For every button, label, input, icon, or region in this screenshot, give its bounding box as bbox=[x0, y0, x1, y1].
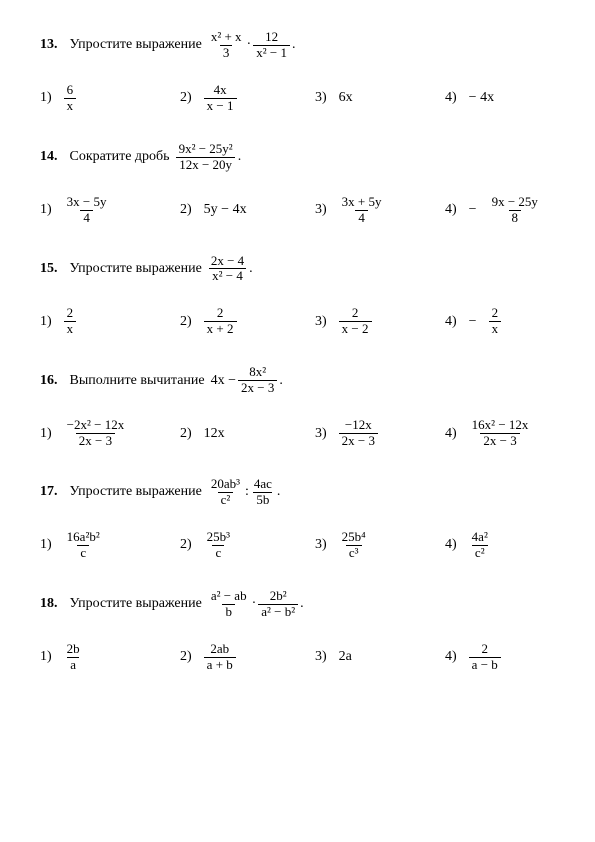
option-2: 2)25b³c bbox=[180, 530, 315, 561]
option-1: 1)16a²b²c bbox=[40, 530, 180, 561]
options-row: 1)3x − 5y4 2)5y − 4x 3)3x + 5y4 4)−9x − … bbox=[40, 195, 555, 226]
problem-expression: 9x² − 25y²12x − 20y . bbox=[176, 142, 242, 173]
prompt: 17. Упростите выражение 20ab³c² : 4ac5b … bbox=[40, 477, 555, 508]
option-3: 3)25b⁴c³ bbox=[315, 530, 445, 561]
option-4: 4)4a²c² bbox=[445, 530, 491, 561]
problem-13: 13. Упростите выражение x² + x3 · 12x² −… bbox=[40, 30, 555, 114]
option-2: 2)2x + 2 bbox=[180, 306, 315, 337]
problem-text: Упростите выражение bbox=[70, 596, 202, 612]
prompt: 16. Выполните вычитание 4x − 8x²2x − 3 . bbox=[40, 365, 555, 396]
option-3: 3)−12x2x − 3 bbox=[315, 418, 445, 449]
option-1: 1)−2x² − 12x2x − 3 bbox=[40, 418, 180, 449]
option-1: 1)2x bbox=[40, 306, 180, 337]
problem-number: 16. bbox=[40, 373, 58, 389]
problem-14: 14. Сократите дробь 9x² − 25y²12x − 20y … bbox=[40, 142, 555, 226]
problem-expression: a² − abb · 2b²a² − b² . bbox=[208, 589, 304, 620]
prompt: 13. Упростите выражение x² + x3 · 12x² −… bbox=[40, 30, 555, 61]
option-4: 4)−9x − 25y8 bbox=[445, 195, 541, 226]
problem-text: Сократите дробь bbox=[70, 149, 170, 165]
option-3: 3)3x + 5y4 bbox=[315, 195, 445, 226]
prompt: 14. Сократите дробь 9x² − 25y²12x − 20y … bbox=[40, 142, 555, 173]
options-row: 1)2x 2)2x + 2 3)2x − 2 4)−2x bbox=[40, 306, 555, 337]
option-3: 3)2x − 2 bbox=[315, 306, 445, 337]
problem-number: 13. bbox=[40, 37, 58, 53]
problem-expression: 20ab³c² : 4ac5b . bbox=[208, 477, 281, 508]
options-row: 1)−2x² − 12x2x − 3 2)12x 3)−12x2x − 3 4)… bbox=[40, 418, 555, 449]
options-row: 1)16a²b²c 2)25b³c 3)25b⁴c³ 4)4a²c² bbox=[40, 530, 555, 561]
option-1: 1)3x − 5y4 bbox=[40, 195, 180, 226]
problem-text: Упростите выражение bbox=[70, 37, 202, 53]
prompt: 15. Упростите выражение 2x − 4x² − 4 . bbox=[40, 254, 555, 285]
problem-expression: x² + x3 · 12x² − 1 . bbox=[208, 30, 296, 61]
option-3: 3)6x bbox=[315, 90, 445, 106]
problem-expression: 4x − 8x²2x − 3 . bbox=[211, 365, 283, 396]
option-4: 4)−2x bbox=[445, 306, 501, 337]
option-4: 4)2a − b bbox=[445, 642, 501, 673]
problem-number: 17. bbox=[40, 484, 58, 500]
problem-number: 18. bbox=[40, 596, 58, 612]
options-row: 1)6x 2)4xx − 1 3)6x 4)− 4x bbox=[40, 83, 555, 114]
option-3: 3)2a bbox=[315, 649, 445, 665]
problem-16: 16. Выполните вычитание 4x − 8x²2x − 3 .… bbox=[40, 365, 555, 449]
problem-18: 18. Упростите выражение a² − abb · 2b²a²… bbox=[40, 589, 555, 673]
option-4: 4)16x² − 12x2x − 3 bbox=[445, 418, 531, 449]
problem-15: 15. Упростите выражение 2x − 4x² − 4 . 1… bbox=[40, 254, 555, 338]
problem-text: Выполните вычитание bbox=[70, 373, 205, 389]
problem-text: Упростите выражение bbox=[70, 484, 202, 500]
option-2: 2)5y − 4x bbox=[180, 202, 315, 218]
option-2: 2)4xx − 1 bbox=[180, 83, 315, 114]
problem-number: 14. bbox=[40, 149, 58, 165]
options-row: 1)2ba 2)2aba + b 3)2a 4)2a − b bbox=[40, 642, 555, 673]
option-2: 2)12x bbox=[180, 426, 315, 442]
option-4: 4)− 4x bbox=[445, 90, 494, 106]
option-1: 1)2ba bbox=[40, 642, 180, 673]
problem-text: Упростите выражение bbox=[70, 261, 202, 277]
problem-expression: 2x − 4x² − 4 . bbox=[208, 254, 253, 285]
option-2: 2)2aba + b bbox=[180, 642, 315, 673]
option-1: 1)6x bbox=[40, 83, 180, 114]
problem-number: 15. bbox=[40, 261, 58, 277]
prompt: 18. Упростите выражение a² − abb · 2b²a²… bbox=[40, 589, 555, 620]
problem-17: 17. Упростите выражение 20ab³c² : 4ac5b … bbox=[40, 477, 555, 561]
